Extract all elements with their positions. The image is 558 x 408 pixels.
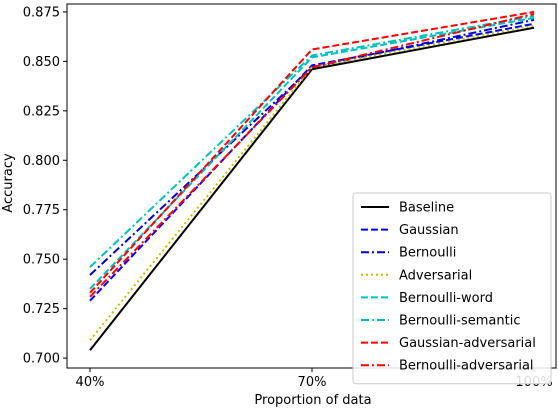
legend-label: Bernoulli: [399, 246, 456, 261]
series-lines: [89, 10, 535, 351]
series-line-bernoulli-semantic: [89, 14, 535, 268]
y-tick-label: 0.775: [23, 203, 60, 218]
legend-label: Baseline: [399, 201, 454, 216]
y-tick-label: 0.750: [23, 253, 60, 268]
x-tick-label: 40%: [76, 375, 105, 390]
legend-label: Bernoulli-word: [399, 291, 493, 306]
legend-label: Adversarial: [399, 268, 472, 283]
legend-label: Bernoulli-semantic: [399, 314, 521, 329]
y-axis-ticks: 0.700 0.725 0.750 0.775 0.800 0.825 0.850 0.875: [23, 5, 67, 367]
y-tick-label: 0.850: [23, 55, 60, 70]
legend-label: Bernoulli-adversarial: [399, 359, 534, 374]
legend-label: Gaussian: [399, 223, 459, 238]
y-tick-label: 0.800: [23, 154, 60, 169]
series-line-bernoulli-adversarial: [89, 12, 535, 298]
y-tick-label: 0.875: [23, 5, 60, 20]
y-axis-label: Accuracy: [1, 153, 16, 213]
series-line-baseline: [89, 26, 535, 351]
y-tick-label: 0.700: [23, 352, 60, 367]
series-line-adversarial: [89, 24, 535, 341]
y-tick-label: 0.825: [23, 104, 60, 119]
y-tick-label: 0.725: [23, 302, 60, 317]
legend-label: Gaussian-adversarial: [399, 336, 536, 351]
x-tick-label: 70%: [298, 375, 327, 390]
x-axis-label: Proportion of data: [254, 393, 371, 408]
legend: Baseline Gaussian Bernoulli Adversarial Bern…: [352, 192, 552, 385]
legend-box: [352, 192, 552, 385]
series-line-gaussian: [89, 22, 535, 302]
